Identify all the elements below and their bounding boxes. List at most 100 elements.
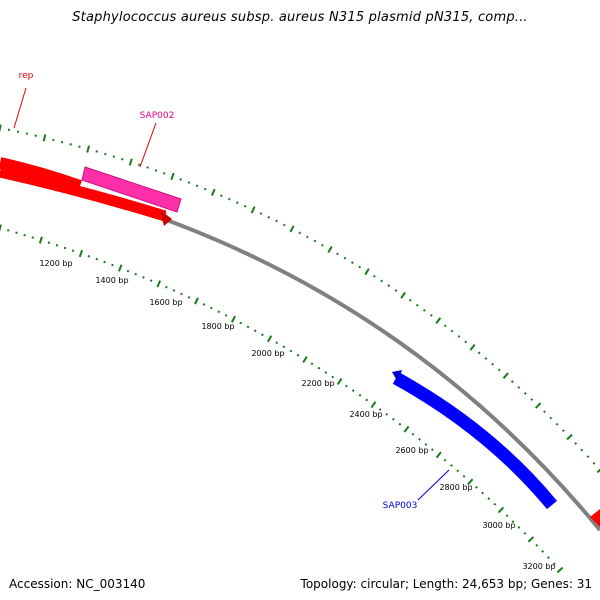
inner-ruler-minor-tick (487, 497, 491, 500)
outer-ruler-minor-tick (484, 357, 488, 360)
right-edge-gene[interactable] (590, 509, 600, 527)
outer-ruler-minor-tick (592, 461, 596, 465)
outer-ruler-minor-tick (443, 324, 447, 328)
outer-ruler-minor-tick (146, 166, 149, 169)
inner-ruler-major-tick (78, 249, 84, 258)
outer-ruler-minor-tick (121, 158, 124, 161)
outer-ruler-minor-tick (228, 197, 231, 201)
inner-ruler-major-tick (230, 315, 236, 323)
inner-ruler-minor-tick (217, 310, 221, 314)
inner-ruler-minor-tick (103, 260, 106, 264)
rep-gene-outer[interactable] (0, 157, 82, 192)
inner-ruler-minor-tick (324, 371, 328, 374)
outer-ruler-minor-tick (517, 386, 521, 389)
inner-ruler-minor-tick (345, 384, 348, 388)
inner-ruler-minor-tick (398, 422, 402, 426)
outer-ruler-minor-tick (203, 187, 207, 191)
rep-gene-arrow[interactable] (0, 166, 167, 222)
inner-ruler-minor-tick (365, 398, 369, 402)
outer-ruler-minor-tick (491, 362, 494, 366)
ruler-label: 2600 bp (395, 446, 428, 455)
outer-ruler-major-tick (435, 317, 442, 324)
inner-ruler-minor-tick (547, 556, 550, 560)
inner-ruler-major-tick (527, 536, 535, 543)
outer-ruler-minor-tick (543, 410, 546, 414)
inner-ruler-minor-tick (351, 389, 355, 393)
outer-ruler-major-tick (128, 158, 133, 166)
inner-ruler-major-tick (556, 566, 564, 574)
rep-label[interactable]: rep (19, 71, 34, 81)
sap002-label[interactable]: SAP002 (140, 111, 175, 121)
outer-ruler-minor-tick (457, 335, 461, 338)
outer-ruler-minor-tick (336, 252, 339, 256)
outer-ruler-minor-tick (267, 215, 271, 219)
inner-ruler-minor-tick (456, 469, 460, 473)
inner-ruler-minor-tick (517, 526, 521, 529)
sap003-gene[interactable] (392, 372, 558, 510)
inner-ruler-minor-tick (63, 246, 67, 250)
outer-ruler-minor-tick (243, 204, 247, 208)
inner-ruler-minor-tick (331, 375, 335, 379)
outer-ruler-minor-tick (137, 163, 141, 166)
outer-ruler-minor-tick (187, 181, 191, 184)
outer-ruler-minor-tick (477, 351, 481, 355)
inner-ruler-major-tick (467, 478, 474, 486)
inner-ruler-minor-tick (95, 257, 99, 261)
inner-ruler-minor-tick (275, 341, 279, 345)
outer-ruler-minor-tick (530, 398, 534, 401)
inner-ruler-minor-tick (317, 366, 321, 370)
inner-ruler-minor-tick (450, 464, 453, 467)
outer-ruler-minor-tick (112, 155, 116, 158)
accession-text: Accession: NC_003140 (9, 577, 146, 591)
ruler-label: 2800 bp (439, 483, 472, 492)
inner-ruler-minor-tick (165, 285, 168, 289)
outer-ruler-minor-tick (497, 368, 501, 372)
rep-leader-line (13, 87, 27, 129)
outer-ruler-minor-tick (372, 274, 376, 278)
outer-ruler-minor-tick (555, 422, 559, 426)
outer-ruler-minor-tick (450, 329, 454, 333)
sap002-gene[interactable] (81, 166, 182, 213)
inner-ruler-minor-tick (23, 233, 26, 237)
outer-ruler-minor-tick (408, 298, 412, 302)
inner-ruler-minor-tick (424, 443, 428, 446)
inner-ruler-major-tick (194, 297, 199, 305)
outer-ruler-major-tick (327, 245, 333, 254)
inner-ruler-minor-tick (411, 432, 415, 436)
inner-ruler-minor-tick (385, 412, 389, 416)
backbone-circle (0, 170, 600, 532)
ruler-label: 2400 bp (349, 410, 382, 419)
inner-ruler-minor-tick (296, 353, 300, 357)
inner-ruler-minor-tick (310, 362, 314, 366)
inner-ruler-minor-tick (47, 241, 51, 244)
outer-ruler-minor-tick (195, 184, 199, 188)
outer-ruler-major-tick (596, 468, 600, 474)
inner-ruler-minor-tick (391, 417, 395, 421)
sap003-arrowhead[interactable] (392, 370, 402, 382)
outer-ruler-minor-tick (313, 239, 317, 243)
outer-ruler-minor-tick (394, 289, 398, 292)
inner-ruler-minor-tick (505, 514, 509, 518)
ruler-label: 1800 bp (201, 322, 234, 331)
ruler-label: 1400 bp (95, 276, 128, 285)
inner-ruler-minor-tick (253, 329, 257, 333)
sap003-leader-line (417, 469, 450, 501)
inner-ruler-minor-tick (462, 474, 466, 478)
inner-ruler-major-tick (336, 378, 343, 385)
inner-ruler-minor-tick (149, 279, 153, 282)
inner-ruler-minor-tick (418, 437, 421, 441)
inner-ruler-minor-tick (443, 458, 447, 462)
ruler-label: 2200 bp (301, 379, 334, 388)
inner-ruler-minor-tick (358, 393, 362, 397)
inner-ruler-minor-tick (289, 349, 293, 353)
sap003-label[interactable]: SAP003 (383, 501, 418, 511)
outer-ruler-minor-tick (259, 212, 263, 215)
inner-ruler-minor-tick (541, 550, 545, 553)
rep-arrowhead[interactable] (160, 210, 172, 226)
topology-summary: Topology: circular; Length: 24,653 bp; G… (300, 577, 592, 591)
outer-ruler-minor-tick (69, 143, 73, 146)
outer-ruler (0, 124, 600, 474)
outer-ruler-minor-tick (549, 416, 553, 420)
outer-ruler-major-tick (170, 172, 175, 181)
